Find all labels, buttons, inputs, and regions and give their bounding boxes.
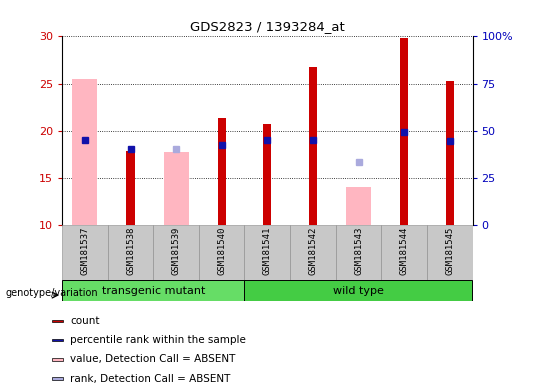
Bar xyxy=(336,225,381,280)
Bar xyxy=(52,358,63,361)
Text: genotype/variation: genotype/variation xyxy=(5,288,98,298)
Text: percentile rank within the sample: percentile rank within the sample xyxy=(70,335,246,345)
Bar xyxy=(400,38,408,225)
Bar xyxy=(52,320,63,322)
Text: GSM181544: GSM181544 xyxy=(400,226,409,275)
Text: GSM181545: GSM181545 xyxy=(445,226,454,275)
Bar xyxy=(62,280,245,301)
Bar xyxy=(199,225,245,280)
Bar xyxy=(290,225,336,280)
Bar xyxy=(309,66,317,225)
Bar xyxy=(153,225,199,280)
Text: GSM181540: GSM181540 xyxy=(217,226,226,275)
Bar xyxy=(72,79,97,225)
Text: GSM181541: GSM181541 xyxy=(263,226,272,275)
Text: GSM181542: GSM181542 xyxy=(308,226,318,275)
Bar xyxy=(107,225,153,280)
Bar xyxy=(446,81,454,225)
Bar xyxy=(346,187,371,225)
Bar xyxy=(263,124,272,225)
Bar xyxy=(126,151,134,225)
Text: rank, Detection Call = ABSENT: rank, Detection Call = ABSENT xyxy=(70,374,231,384)
Bar xyxy=(164,152,188,225)
Bar xyxy=(52,377,63,380)
Text: GSM181538: GSM181538 xyxy=(126,226,135,275)
Bar xyxy=(245,225,290,280)
Bar xyxy=(245,280,472,301)
Title: GDS2823 / 1393284_at: GDS2823 / 1393284_at xyxy=(190,20,345,33)
Bar xyxy=(427,225,472,280)
Text: GSM181537: GSM181537 xyxy=(80,226,90,275)
Text: transgenic mutant: transgenic mutant xyxy=(102,286,205,296)
Text: GSM181543: GSM181543 xyxy=(354,226,363,275)
Text: wild type: wild type xyxy=(333,286,384,296)
Text: value, Detection Call = ABSENT: value, Detection Call = ABSENT xyxy=(70,354,236,364)
Bar xyxy=(381,225,427,280)
Text: GSM181539: GSM181539 xyxy=(172,226,180,275)
Text: count: count xyxy=(70,316,100,326)
Bar xyxy=(218,118,226,225)
Bar xyxy=(62,225,107,280)
Bar xyxy=(52,339,63,341)
